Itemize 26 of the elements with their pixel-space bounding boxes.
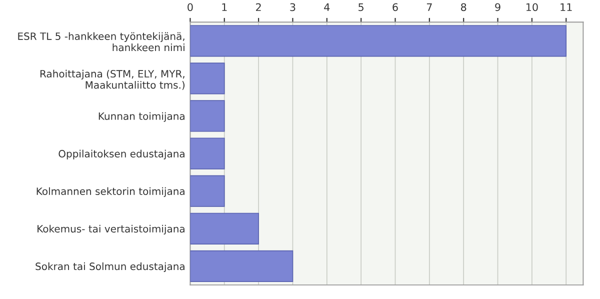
x-tick-label: 5 xyxy=(358,3,364,12)
y-tick-label: Kunnan toimijana xyxy=(98,112,184,122)
bar xyxy=(190,25,567,57)
bar xyxy=(190,100,225,132)
x-tick-label: 0 xyxy=(188,3,193,12)
bar xyxy=(190,250,294,282)
x-tick-label: 8 xyxy=(460,3,466,12)
y-tick-label: Oppilaitoksen edustajana xyxy=(58,150,184,160)
x-tick-label: 7 xyxy=(426,3,432,11)
bar xyxy=(190,175,225,207)
x-tick-label: 9 xyxy=(495,3,500,12)
bar xyxy=(190,62,225,94)
y-tick-label: Kolmannen sektorin toimijana xyxy=(36,187,184,197)
y-tick-label: ESR TL 5 -hankkeen työntekijänä, hankkeen nimi xyxy=(18,32,184,52)
x-tick-label: 6 xyxy=(392,3,398,12)
bar xyxy=(190,212,259,244)
x-tick-label: 1 xyxy=(222,3,227,11)
x-tick-label: 10 xyxy=(526,3,538,12)
y-tick-label: Sokran tai Solmun edustajana xyxy=(36,262,184,272)
x-tick-label: 2 xyxy=(256,3,261,11)
y-tick-label: Rahoittajana (STM, ELY, MYR, Maakuntaliitto tms.) xyxy=(40,70,184,90)
x-tick-label: 3 xyxy=(290,3,296,12)
x-tick-label: 4 xyxy=(324,3,330,11)
x-tick-label: 11 xyxy=(560,3,572,11)
bar xyxy=(190,138,225,170)
y-tick-label: Kokemus- tai vertaistoimijana xyxy=(38,224,184,235)
